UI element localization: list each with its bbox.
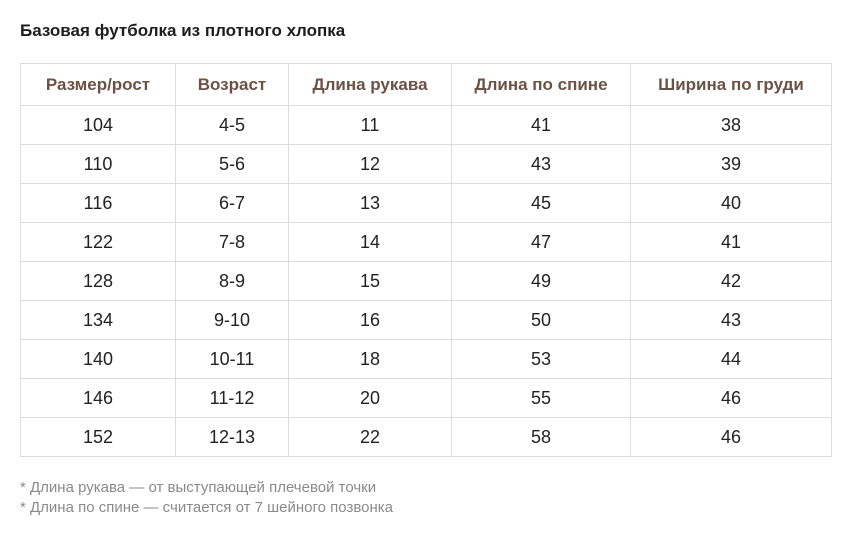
- header-sleeve-length: Длина рукава: [288, 63, 452, 106]
- table-row: 116 6-7 13 45 40: [20, 183, 832, 223]
- cell-sleeve: 18: [288, 339, 452, 379]
- table-row: 140 10-11 18 53 44: [20, 339, 832, 379]
- cell-age: 9-10: [175, 300, 289, 340]
- cell-age: 10-11: [175, 339, 289, 379]
- cell-size: 122: [20, 222, 176, 262]
- table-row: 134 9-10 16 50 43: [20, 300, 832, 340]
- cell-sleeve: 13: [288, 183, 452, 223]
- cell-back: 50: [451, 300, 631, 340]
- cell-sleeve: 20: [288, 378, 452, 418]
- cell-chest: 46: [630, 378, 832, 418]
- header-age: Возраст: [175, 63, 289, 106]
- cell-sleeve: 14: [288, 222, 452, 262]
- cell-sleeve: 11: [288, 105, 452, 145]
- cell-size: 146: [20, 378, 176, 418]
- footnotes: * Длина рукава — от выступающей плечевой…: [20, 478, 393, 518]
- cell-chest: 40: [630, 183, 832, 223]
- cell-back: 41: [451, 105, 631, 145]
- cell-sleeve: 15: [288, 261, 452, 301]
- size-chart-table: Размер/рост Возраст Длина рукава Длина п…: [20, 63, 832, 457]
- cell-sleeve: 22: [288, 417, 452, 457]
- cell-back: 55: [451, 378, 631, 418]
- header-chest-width: Ширина по груди: [630, 63, 832, 106]
- cell-size: 104: [20, 105, 176, 145]
- cell-size: 140: [20, 339, 176, 379]
- table-row: 110 5-6 12 43 39: [20, 144, 832, 184]
- cell-age: 12-13: [175, 417, 289, 457]
- cell-sleeve: 16: [288, 300, 452, 340]
- cell-age: 8-9: [175, 261, 289, 301]
- table-row: 104 4-5 11 41 38: [20, 105, 832, 145]
- table-header-row: Размер/рост Возраст Длина рукава Длина п…: [20, 63, 832, 106]
- cell-age: 5-6: [175, 144, 289, 184]
- cell-chest: 43: [630, 300, 832, 340]
- cell-size: 152: [20, 417, 176, 457]
- cell-age: 11-12: [175, 378, 289, 418]
- header-size-height: Размер/рост: [20, 63, 176, 106]
- table-row: 128 8-9 15 49 42: [20, 261, 832, 301]
- cell-age: 7-8: [175, 222, 289, 262]
- cell-back: 47: [451, 222, 631, 262]
- cell-age: 4-5: [175, 105, 289, 145]
- cell-size: 128: [20, 261, 176, 301]
- cell-back: 58: [451, 417, 631, 457]
- cell-size: 134: [20, 300, 176, 340]
- cell-back: 45: [451, 183, 631, 223]
- cell-chest: 38: [630, 105, 832, 145]
- cell-size: 116: [20, 183, 176, 223]
- table-row: 152 12-13 22 58 46: [20, 417, 832, 457]
- cell-chest: 42: [630, 261, 832, 301]
- cell-back: 43: [451, 144, 631, 184]
- cell-size: 110: [20, 144, 176, 184]
- cell-chest: 41: [630, 222, 832, 262]
- cell-back: 53: [451, 339, 631, 379]
- cell-chest: 46: [630, 417, 832, 457]
- table-row: 146 11-12 20 55 46: [20, 378, 832, 418]
- cell-sleeve: 12: [288, 144, 452, 184]
- cell-back: 49: [451, 261, 631, 301]
- page-title: Базовая футболка из плотного хлопка: [20, 21, 346, 40]
- cell-chest: 44: [630, 339, 832, 379]
- cell-age: 6-7: [175, 183, 289, 223]
- footnote-back: * Длина по спине — считается от 7 шейног…: [20, 499, 394, 516]
- table-row: 122 7-8 14 47 41: [20, 222, 832, 262]
- cell-chest: 39: [630, 144, 832, 184]
- footnote-sleeve: * Длина рукава — от выступающей плечевой…: [20, 479, 377, 496]
- header-back-length: Длина по спине: [451, 63, 631, 106]
